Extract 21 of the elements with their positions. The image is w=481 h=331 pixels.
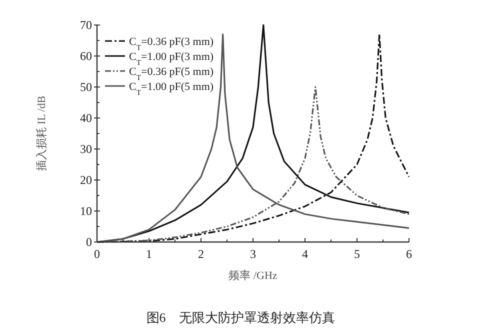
y-tick-label: 20 — [80, 173, 92, 187]
x-tick-label: 1 — [146, 247, 152, 261]
y-axis-title: 插入损耗 IL /dB — [35, 96, 48, 172]
y-tick-label: 40 — [80, 111, 92, 125]
legend-label: C$_{T}$=1.00 pF(5 mm) — [129, 81, 214, 96]
y-tick-label: 50 — [80, 80, 92, 94]
y-tick-label: 30 — [80, 142, 92, 156]
y-tick-label: 0 — [86, 235, 92, 249]
y-tick-label: 70 — [80, 18, 92, 32]
caption: 图6 无限大防护罩透射效率仿真 — [146, 310, 335, 325]
x-axis-title: 频率 /GHz — [228, 269, 278, 282]
legend-label: C$_{T}$=0.36 pF(3 mm) — [129, 36, 214, 52]
legend-label: C$_{T}$=0.36 pF(5 mm) — [129, 66, 214, 82]
x-tick-label: 2 — [198, 247, 204, 261]
x-tick-label: 5 — [354, 247, 360, 261]
x-tick-label: 3 — [250, 247, 256, 261]
x-tick-label: 6 — [406, 247, 412, 261]
legend-label: C$_{T}$=1.00 pF(3 mm) — [129, 51, 214, 66]
y-tick-label: 60 — [80, 49, 92, 63]
x-tick-label: 4 — [302, 247, 308, 261]
y-tick-label: 10 — [80, 204, 92, 218]
